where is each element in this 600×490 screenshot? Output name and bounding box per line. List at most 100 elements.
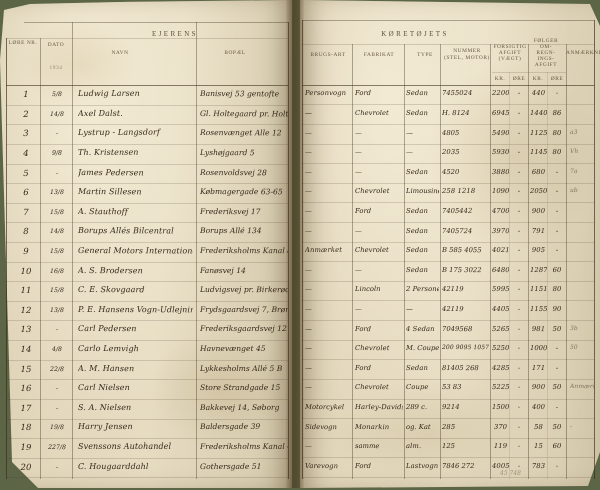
cell-value: Motorcykel	[304, 403, 345, 412]
cell-value: Sidevogn	[304, 422, 337, 431]
cell-value: 125	[441, 442, 455, 451]
cell-value: 16	[20, 384, 32, 395]
rule-line	[6, 163, 288, 165]
cell-value: 15	[534, 442, 543, 451]
rule-line	[302, 163, 594, 165]
cell-value: B 175 3022	[441, 265, 482, 274]
cell-value: —	[304, 324, 312, 333]
cell-value: Th. Kristensen	[77, 147, 139, 157]
cell-value: Ford	[354, 461, 372, 470]
left-page	[0, 0, 292, 488]
cell-value: -	[555, 246, 559, 255]
cell-value: 370	[493, 422, 507, 431]
cell-value: 171	[531, 363, 546, 372]
cell-value: 905	[531, 246, 546, 255]
rule-line	[6, 477, 288, 479]
cell-value: 14/8	[50, 228, 64, 236]
rule-line	[302, 182, 594, 184]
cell-value: 5225	[491, 383, 510, 392]
cell-value: 119	[493, 442, 508, 451]
cell-value: 19	[20, 443, 32, 453]
cell-value: -	[517, 344, 521, 353]
cell-value: 50	[552, 324, 562, 333]
cell-value: 1125	[529, 128, 548, 137]
cell-value: 1000	[529, 344, 548, 353]
cell-value: 20	[20, 462, 32, 473]
cell-value: M. Coupe	[405, 344, 440, 353]
cell-value: Sedan	[405, 226, 428, 235]
rule-line	[594, 20, 595, 479]
cell-value: -	[55, 385, 59, 393]
footer-note: 45 748	[500, 470, 521, 477]
rule-line	[6, 104, 288, 106]
cell-value: Lincoln	[354, 285, 381, 294]
rule-line	[302, 418, 594, 420]
cell-value: 16/8	[50, 267, 64, 275]
cell-value: Ford	[354, 206, 372, 215]
cell-value: 50	[569, 344, 578, 352]
cell-value: 7405724	[441, 226, 473, 235]
cell-value: 4520	[441, 167, 460, 176]
cell-value: 900	[531, 383, 546, 392]
cell-value: 7a	[569, 167, 578, 175]
cell-value: -	[555, 363, 559, 372]
rule-line	[302, 398, 594, 400]
cell-value: 5	[23, 168, 29, 179]
cell-value: S. A. Nielsen	[77, 402, 132, 412]
cell-value: —	[354, 265, 362, 274]
cell-value: -	[517, 246, 521, 255]
rule-line	[6, 38, 7, 479]
cell-value: Store Strandgade 15	[199, 383, 281, 393]
rule-line	[302, 202, 594, 204]
cell-value: Vh	[569, 148, 579, 156]
rule-line	[302, 477, 594, 478]
cell-value: Limousine	[405, 187, 440, 196]
cell-value: Gl. Holtegaard pr. Holte	[199, 108, 289, 119]
rule-line	[6, 320, 288, 322]
rule-line	[6, 85, 288, 86]
rule-line	[40, 38, 41, 479]
rule-line	[302, 221, 594, 223]
cell-value: -	[555, 226, 559, 235]
header-dato-year: 1934	[49, 65, 63, 71]
rule-line	[302, 359, 594, 361]
cell-value: Banisvej 53 gentofte	[199, 89, 280, 99]
rule-line	[528, 44, 529, 479]
subheader-kr-omregning: Kr.	[532, 76, 544, 82]
cell-value: -	[555, 167, 559, 176]
rule-line	[302, 261, 594, 263]
cell-value: alm.	[405, 442, 422, 451]
cell-value: 289 c.	[405, 402, 428, 411]
rule-line	[6, 242, 288, 243]
rule-line	[302, 84, 594, 86]
cell-value: Harley-Davidson	[354, 403, 404, 412]
cell-value: 80	[552, 148, 562, 157]
cell-value: 7	[23, 207, 29, 218]
cell-value: 6	[23, 188, 29, 199]
cell-value: -	[517, 109, 521, 118]
cell-value: -	[55, 169, 59, 177]
rule-line	[302, 300, 594, 302]
cell-value: 80	[552, 128, 562, 137]
cell-value: Borups Allés Bilcentral	[77, 226, 174, 236]
cell-value: a3	[569, 128, 578, 136]
cell-value: ub	[569, 187, 578, 195]
cell-value: 2200	[491, 89, 510, 98]
cell-value: 227/8	[48, 444, 66, 452]
rule-line	[352, 44, 353, 479]
cell-value: Lystrup - Langsdorf	[77, 128, 161, 138]
cell-value: —	[304, 265, 312, 274]
cell-value: 400	[531, 403, 546, 412]
cell-value: Borups Allé 134	[199, 226, 262, 236]
cell-value: 6945	[491, 108, 510, 117]
cell-value: —	[304, 304, 312, 313]
cell-value: 18	[20, 423, 32, 434]
cell-value: 285	[441, 422, 456, 431]
cell-value: —	[304, 442, 312, 451]
cell-value: 81405 268	[441, 363, 479, 372]
cell-value: —	[304, 383, 312, 392]
rule-line	[302, 320, 594, 321]
header-fabrikat: Fabrikat	[363, 52, 395, 58]
cell-value: 2	[23, 109, 29, 120]
